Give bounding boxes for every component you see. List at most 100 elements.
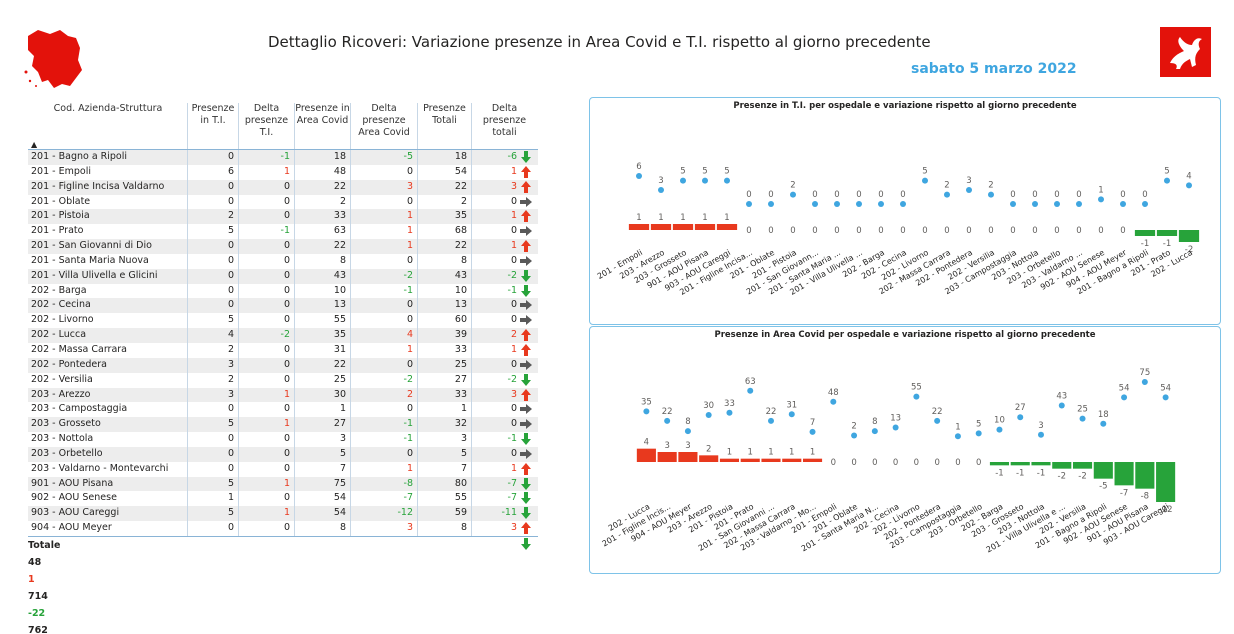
column-divider bbox=[471, 387, 472, 403]
table-row[interactable]: 201 - Villa Ulivella e Glicini 0 0 43 -2 43 -2 bbox=[28, 268, 538, 284]
table-row[interactable]: 203 - Arezzo 3 1 30 2 33 3 bbox=[28, 387, 538, 403]
table-row[interactable]: 203 - Nottola 0 0 3 -1 3 -1 bbox=[28, 432, 538, 447]
column-header-presenze-covid[interactable]: Presenze in Area Covid bbox=[294, 103, 350, 149]
table-row[interactable]: 904 - AOU Meyer 0 0 8 3 8 3 bbox=[28, 521, 538, 536]
table-row[interactable]: 203 - Orbetello 0 0 5 0 5 0 bbox=[28, 446, 538, 462]
delta-value-label: 0 bbox=[834, 226, 839, 236]
cell-delta-covid: -1 bbox=[403, 284, 413, 296]
column-header-presenze-totali[interactable]: Presenze Totali bbox=[417, 103, 471, 149]
cell-delta-totali: 1 bbox=[510, 210, 517, 222]
dot-point bbox=[851, 432, 858, 439]
column-divider bbox=[238, 476, 239, 492]
table-row[interactable]: 202 - Massa Carrara 2 0 31 1 33 1 bbox=[28, 342, 538, 358]
column-divider bbox=[471, 506, 472, 522]
delta-value-label: 1 bbox=[768, 448, 773, 458]
table-row[interactable]: 202 - Pontedera 3 0 22 0 25 0 bbox=[28, 357, 538, 373]
table-row[interactable]: 902 - AOU Senese 1 0 54 -7 55 -7 bbox=[28, 491, 538, 507]
dot-value-label: 63 bbox=[745, 377, 756, 387]
table-row[interactable]: 201 - San Giovanni di Dio 0 0 22 1 22 1 bbox=[28, 239, 538, 254]
cell-presenze-covid: 31 bbox=[333, 343, 346, 355]
delta-bar bbox=[694, 224, 716, 230]
column-divider bbox=[238, 224, 239, 240]
dot-value-label: 0 bbox=[1054, 190, 1059, 200]
column-header-delta-covid[interactable]: Delta presenze Area Covid bbox=[350, 103, 417, 149]
dot-point bbox=[1142, 201, 1148, 207]
column-divider bbox=[238, 253, 239, 269]
dot-point bbox=[746, 201, 752, 207]
sort-ascending-icon[interactable]: ▲ bbox=[31, 140, 38, 149]
cell-struttura: 201 - Villa Ulivella e Glicini bbox=[31, 269, 158, 281]
table-row[interactable]: 901 - AOU Pisana 5 1 75 -8 80 -7 bbox=[28, 476, 538, 492]
column-divider bbox=[294, 402, 295, 418]
cell-presenze-covid: 8 bbox=[339, 254, 346, 266]
column-divider bbox=[417, 461, 418, 477]
column-divider bbox=[471, 253, 472, 269]
arrow-right-icon bbox=[520, 196, 532, 207]
cell-delta-ti: -1 bbox=[280, 151, 290, 162]
column-divider bbox=[238, 432, 239, 447]
table-row[interactable]: 202 - Versilia 2 0 25 -2 27 -2 bbox=[28, 372, 538, 388]
arrow-down-icon bbox=[521, 433, 531, 446]
table-row[interactable]: 903 - AOU Careggi 5 1 54 -12 59 -11 bbox=[28, 506, 538, 522]
table-row[interactable]: 201 - Empoli 6 1 48 0 54 1 bbox=[28, 164, 538, 180]
dot-point bbox=[944, 191, 950, 198]
cell-delta-covid: 3 bbox=[406, 522, 413, 534]
column-header-delta-ti[interactable]: Delta presenze T.I. bbox=[238, 103, 294, 149]
column-header-struttura[interactable]: Cod. Azienda-Struttura bbox=[53, 103, 163, 114]
cell-delta-totali: 3 bbox=[510, 388, 517, 400]
table-row[interactable]: 203 - Valdarno - Montevarchi 0 0 7 1 7 1 bbox=[28, 461, 538, 477]
dot-point bbox=[1141, 379, 1148, 385]
cell-presenze-ti: 0 bbox=[227, 151, 234, 162]
column-divider bbox=[417, 268, 418, 284]
delta-bar bbox=[1010, 462, 1030, 466]
dot-point bbox=[834, 201, 840, 207]
column-divider bbox=[350, 432, 351, 447]
cell-delta-totali: 1 bbox=[510, 343, 517, 355]
cell-delta-ti: 0 bbox=[283, 358, 290, 370]
arrow-up-icon bbox=[521, 388, 531, 401]
dot-point bbox=[1186, 182, 1192, 189]
column-divider bbox=[350, 372, 351, 388]
cell-delta-covid: 0 bbox=[406, 403, 413, 415]
cell-presenze-ti: 4 bbox=[227, 329, 234, 341]
table-row[interactable]: 203 - Grosseto 5 1 27 -1 32 0 bbox=[28, 417, 538, 433]
column-divider bbox=[471, 179, 472, 195]
table-row[interactable]: 202 - Barga 0 0 10 -1 10 -1 bbox=[28, 283, 538, 299]
table-row[interactable]: 202 - Livorno 5 0 55 0 60 0 bbox=[28, 313, 538, 329]
cell-presenze-totali: 18 bbox=[454, 151, 467, 162]
dot-value-label: 54 bbox=[1119, 383, 1130, 393]
dot-point bbox=[724, 177, 730, 184]
column-divider bbox=[187, 253, 188, 269]
column-divider bbox=[187, 506, 188, 522]
cell-presenze-totali: 55 bbox=[454, 492, 467, 504]
table-row[interactable]: 202 - Cecina 0 0 13 0 13 0 bbox=[28, 298, 538, 314]
table-row[interactable]: 202 - Lucca 4 -2 35 4 39 2 bbox=[28, 328, 538, 343]
table-row[interactable]: 201 - Oblate 0 0 2 0 2 0 bbox=[28, 194, 538, 210]
cell-presenze-covid: 63 bbox=[333, 225, 346, 237]
dot-value-label: 3 bbox=[1038, 421, 1043, 431]
cell-presenze-totali: 39 bbox=[454, 329, 467, 341]
chart-ti-title: Presenze in T.I. per ospedale e variazio… bbox=[733, 101, 1077, 111]
table-row[interactable]: 201 - Bagno a Ripoli 0 -1 18 -5 18 -6 bbox=[28, 150, 538, 165]
table-row[interactable]: 201 - Pistoia 2 0 33 1 35 1 bbox=[28, 209, 538, 225]
table-body: 201 - Bagno a Ripoli 0 -1 18 -5 18 -6 201 - Emp… bbox=[28, 150, 538, 536]
table-row[interactable]: 201 - Santa Maria Nuova 0 0 8 0 8 0 bbox=[28, 253, 538, 269]
column-divider bbox=[187, 461, 188, 477]
column-header-delta-totali[interactable]: Delta presenze totali bbox=[471, 103, 537, 149]
delta-value-label: -5 bbox=[1099, 482, 1107, 492]
delta-bar bbox=[650, 224, 672, 230]
column-divider bbox=[294, 298, 295, 314]
table-row[interactable]: 203 - Campostaggia 0 0 1 0 1 0 bbox=[28, 402, 538, 418]
arrow-right-icon bbox=[520, 300, 532, 311]
column-divider bbox=[294, 506, 295, 522]
table-row[interactable]: 201 - Prato 5 -1 63 1 68 0 bbox=[28, 224, 538, 240]
cell-presenze-ti: 3 bbox=[227, 388, 234, 400]
column-divider bbox=[471, 239, 472, 254]
cell-delta-covid: 0 bbox=[406, 314, 413, 326]
cell-presenze-totali: 22 bbox=[454, 180, 467, 192]
column-header-presenze-ti[interactable]: Presenze in T.I. bbox=[187, 103, 238, 149]
dot-value-label: 10 bbox=[994, 416, 1005, 426]
column-divider bbox=[350, 357, 351, 373]
table-row[interactable]: 201 - Figline Incisa Valdarno 0 0 22 3 22 3 bbox=[28, 179, 538, 195]
cell-delta-covid: -5 bbox=[403, 151, 413, 162]
